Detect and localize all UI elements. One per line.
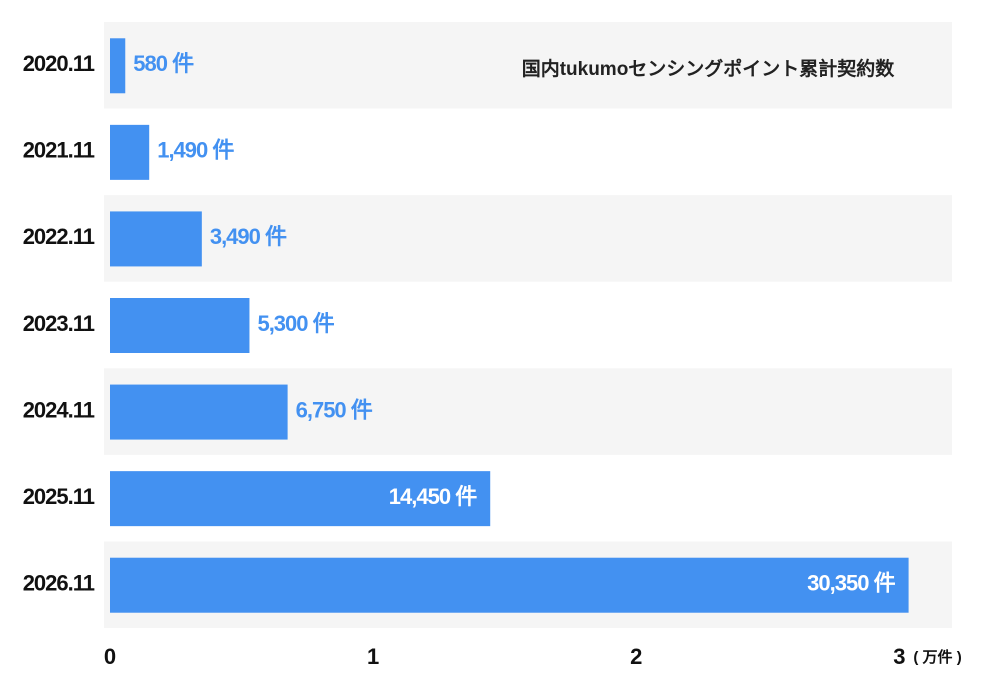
y-tick-label: 2021.11 [23,138,95,163]
value-label: 30,350 件 [807,571,895,596]
value-label: 1,490 件 [157,138,234,163]
value-label: 580 件 [133,51,194,76]
y-tick-label: 2020.11 [23,51,95,76]
value-label: 5,300 件 [257,311,334,336]
y-tick-label: 2026.11 [23,571,95,596]
y-tick-label: 2023.11 [23,311,95,336]
bar [110,384,288,440]
bar [110,471,491,527]
bar [110,124,150,180]
value-label: 14,450 件 [389,484,477,509]
x-tick-label: 3 [893,644,905,669]
x-tick-label: 1 [367,644,379,669]
y-tick-label: 2025.11 [23,484,95,509]
row-band [104,22,952,109]
value-label: 6,750 件 [296,397,373,422]
bar [110,211,202,267]
y-tick-label: 2022.11 [23,224,95,249]
x-tick-label: 0 [104,644,116,669]
row-band [104,195,952,282]
chart-title: 国内tukumoセンシングポイント累計契約数 [522,57,896,80]
x-tick-label: 2 [630,644,642,669]
x-axis-unit: ( 万件 ) [913,648,961,666]
y-tick-label: 2024.11 [23,397,95,422]
row-bands [104,22,952,628]
bar [110,298,250,353]
value-label: 3,490 件 [210,224,287,249]
bar [110,557,909,613]
bar [110,38,126,94]
